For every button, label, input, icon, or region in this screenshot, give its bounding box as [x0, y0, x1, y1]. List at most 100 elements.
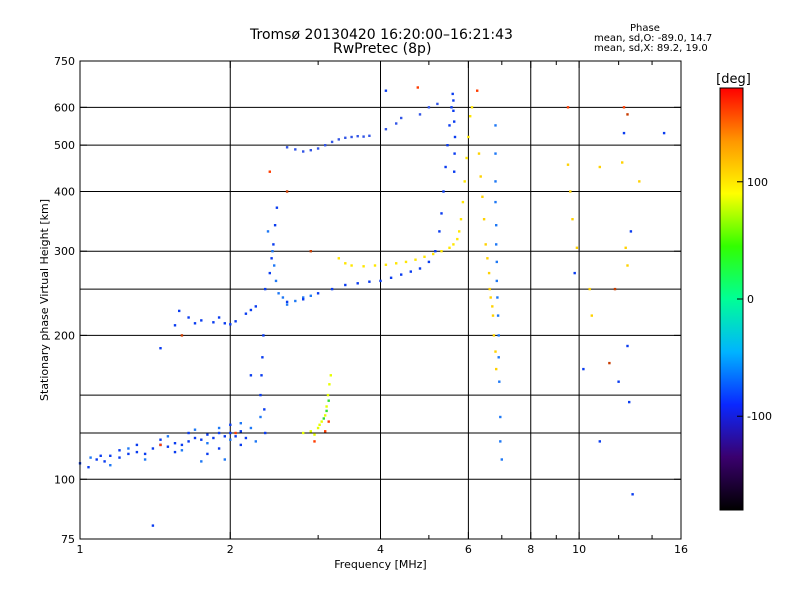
data-point [395, 122, 398, 125]
data-point [400, 273, 403, 276]
data-point [350, 264, 353, 267]
data-point [206, 442, 209, 445]
data-point [459, 218, 463, 221]
data-point [273, 224, 277, 227]
data-point [337, 138, 340, 141]
data-point [249, 308, 253, 312]
data-point [239, 443, 242, 447]
data-point [489, 296, 492, 299]
data-point [313, 440, 316, 443]
data-point [173, 450, 177, 454]
data-point [180, 334, 184, 337]
data-point [263, 408, 266, 411]
data-point [316, 147, 320, 150]
data-point [356, 282, 359, 285]
data-point [495, 260, 498, 264]
data-point [495, 279, 498, 283]
data-point [206, 452, 209, 456]
data-point [229, 438, 232, 441]
data-point [481, 195, 484, 198]
data-point [491, 314, 495, 317]
data-point [491, 305, 494, 308]
data-point [109, 464, 112, 467]
data-point [244, 436, 248, 440]
x-tick-label: 16 [674, 543, 688, 556]
x-tick-label: 4 [377, 543, 384, 556]
data-point [453, 170, 456, 173]
data-point [461, 200, 465, 204]
colorbar-tick-label: 0 [747, 293, 754, 306]
data-point [309, 430, 312, 433]
data-point [234, 435, 237, 438]
data-point [234, 320, 237, 323]
data-point [384, 89, 388, 92]
data-point [496, 296, 499, 299]
y-tick-label: 500 [54, 139, 75, 152]
data-point [244, 312, 248, 315]
data-point [384, 263, 388, 266]
plot-area [80, 61, 681, 539]
data-point [259, 393, 262, 397]
data-point [254, 440, 257, 443]
data-point [497, 334, 500, 337]
data-point [166, 445, 170, 448]
data-point [259, 415, 262, 419]
data-point [569, 190, 572, 193]
x-tick-label: 10 [572, 543, 586, 556]
data-point [322, 417, 325, 420]
data-point [588, 287, 591, 291]
data-point [453, 120, 456, 123]
data-point [302, 296, 305, 299]
data-point [260, 374, 263, 377]
data-point [418, 113, 422, 116]
data-point [309, 250, 312, 253]
data-point [440, 212, 443, 215]
data-point [427, 106, 431, 109]
colorbar: 100 0 -100 [deg] [716, 72, 772, 511]
data-point [294, 148, 297, 151]
data-point [135, 450, 139, 454]
data-point [159, 347, 162, 350]
data-point [223, 322, 226, 325]
data-point [442, 190, 445, 193]
data-point [223, 458, 226, 461]
data-point [362, 135, 365, 138]
data-point [477, 152, 481, 155]
data-point [496, 314, 500, 317]
data-point [212, 436, 215, 440]
data-point [495, 243, 498, 246]
data-point [268, 170, 271, 173]
data-point [313, 433, 316, 436]
data-point [327, 399, 330, 402]
data-point [622, 106, 626, 109]
data-point [465, 156, 468, 160]
data-point [571, 218, 574, 221]
data-point [217, 426, 221, 430]
data-point [275, 206, 279, 209]
data-point [285, 190, 289, 193]
data-point [427, 260, 431, 264]
data-point [350, 135, 353, 139]
y-tick-label: 750 [54, 55, 75, 68]
data-point [234, 431, 237, 435]
data-point [89, 456, 92, 459]
data-point [285, 300, 289, 304]
data-point [270, 257, 273, 260]
data-point [318, 423, 321, 426]
data-point [264, 287, 267, 291]
data-point [325, 409, 328, 413]
data-point [590, 314, 593, 317]
data-point [193, 436, 197, 440]
data-point [446, 144, 449, 147]
data-point [463, 180, 466, 183]
data-point [229, 431, 232, 435]
data-point [264, 431, 267, 435]
data-point [479, 175, 482, 178]
data-point [309, 294, 312, 297]
data-point [628, 400, 631, 404]
colorbar-tick-label: -100 [747, 410, 772, 423]
x-axis-label: Frequency [MHz] [334, 558, 426, 571]
data-point [486, 257, 489, 260]
data-point [87, 466, 90, 469]
